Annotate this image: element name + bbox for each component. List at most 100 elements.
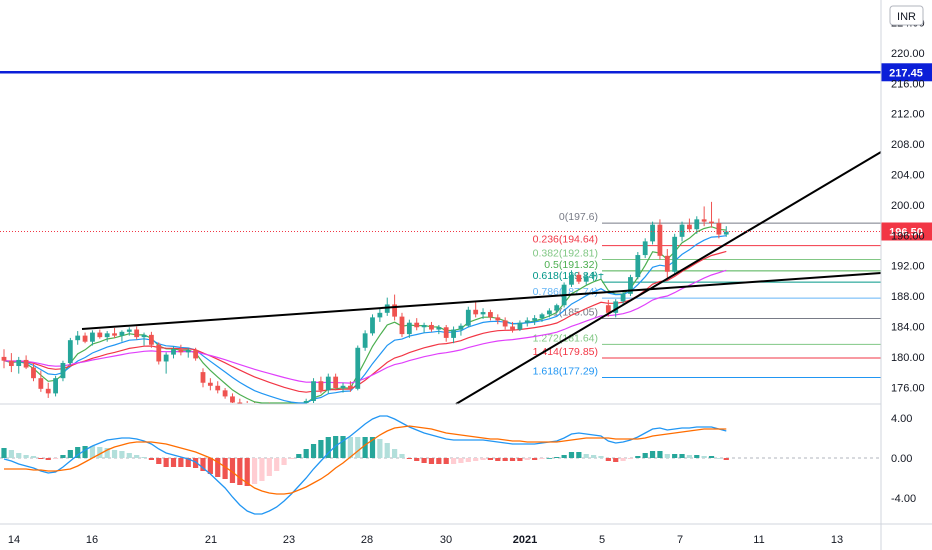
macd-histogram-bar [649,451,656,458]
candle [38,370,44,392]
time-tick-label: 23 [283,534,295,546]
price-tick-label: 192.00 [891,261,925,273]
candle-body [222,390,228,397]
candle [200,368,206,388]
candle [23,355,29,370]
candle [583,273,589,285]
candle-body [465,309,471,326]
macd-histogram-bar [392,449,398,458]
macd-histogram-bar [554,457,560,458]
candle-body [546,310,552,315]
candle [90,330,95,346]
time-tick-label: 7 [677,534,683,546]
candle-body [635,255,641,278]
time-axis[interactable]: 14 16 21 23 28 30 2021 5 7 11 13 [8,534,843,546]
macd-histogram-bar [229,458,236,483]
macd-histogram-bar [89,446,96,458]
macd-histogram-bar [67,450,73,458]
candle [546,308,552,318]
candle [370,314,375,336]
macd-histogram-bar [605,458,611,461]
time-tick-label: 13 [831,534,843,546]
currency-badge[interactable]: INR [889,5,924,26]
macd-histogram-bar [310,444,317,458]
candle-body [517,322,523,330]
candle [576,271,582,284]
candle [539,312,545,322]
macd-histogram-bar [111,450,118,458]
macd-histogram-bar [237,458,243,485]
candle [104,331,110,342]
macd-histogram-bar [450,458,457,464]
macd-histogram-bar [340,436,346,458]
macd-histogram-bar [325,437,331,458]
candle [687,218,692,233]
candle-body [591,274,596,277]
candle-body [569,274,574,285]
macd-histogram-bar [583,454,589,458]
macd-histogram-bar [443,458,449,464]
candle [672,233,678,275]
macd-histogram-bar [502,458,508,461]
macd-histogram-bar [672,454,678,458]
candle-body [436,327,442,330]
candle-body [377,312,383,318]
candle-body [709,221,714,224]
macd-histogram-bar [141,457,147,458]
candle-body [149,334,154,345]
macd-histogram-bar [200,458,206,471]
macd-histogram-bar [75,447,81,458]
candle-body [370,317,375,334]
macd-histogram-bar [428,458,435,464]
candle-body [672,236,678,272]
macd-histogram-bar [458,458,464,463]
candle-body [598,274,604,276]
macd-histogram-bar [627,458,634,459]
candle [502,317,508,330]
price-tick-label: 196.00 [891,230,925,242]
moving-averages [3,226,727,404]
candle [1,349,7,369]
candle-body [406,322,412,335]
candle [598,273,604,280]
price-tick-label: 204.00 [891,170,925,182]
candle-body [75,335,81,341]
macd-histogram-bar [178,458,184,467]
candle-body [362,333,368,348]
candle [701,206,707,227]
candle [650,221,655,245]
candle [642,238,648,259]
macd-histogram-bar [620,458,626,461]
candle-body [355,347,361,389]
candle-body [613,301,619,313]
macd-histogram-bar [52,458,59,459]
candle-body [97,332,103,338]
time-tick-label: 16 [86,534,98,546]
time-tick-label: 11 [753,534,764,546]
macd-histogram-bar [288,458,295,459]
macd-histogram-bar [347,437,353,458]
macd-histogram-bar [377,439,383,458]
price-axis[interactable]: 224.00220.00216.00212.00208.00204.00200.… [891,18,925,395]
price-tick-label: 176.00 [891,382,925,394]
candle [458,323,464,336]
candle [524,317,530,327]
candle-body [60,362,66,379]
candle-body [532,318,538,321]
macd-histogram-bar [613,458,619,462]
candle-body [237,402,243,404]
macd-histogram-bar [8,450,14,458]
macd-histogram-bar [399,454,405,458]
candle [443,324,449,342]
macd-histogram-bar [642,453,648,458]
fib-level-label: 0.5(191.32) [544,259,598,271]
candle [75,331,81,345]
fib-level-label: 0(197.6) [559,211,598,223]
candle [171,346,176,359]
candle-body [347,385,353,389]
trendline-support [455,151,882,405]
fib-level-label: 0.618(189.84) [533,270,598,282]
candle [193,347,199,361]
candle [406,319,412,338]
